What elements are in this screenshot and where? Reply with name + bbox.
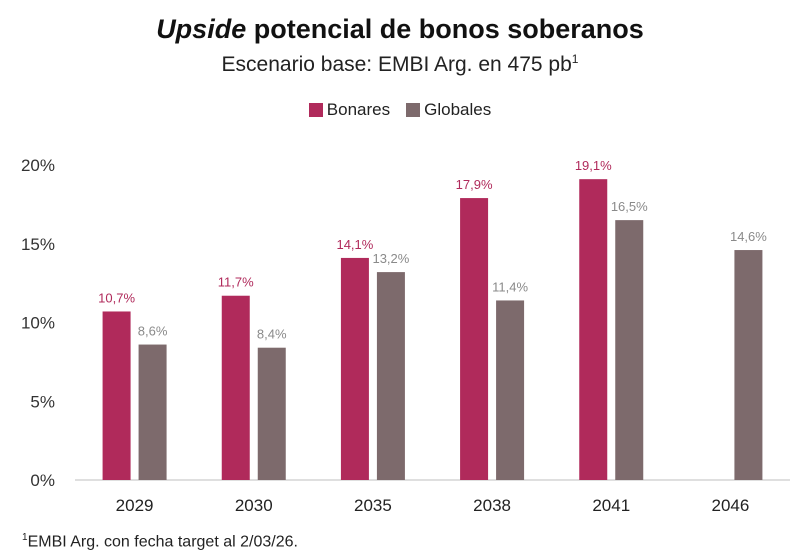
- y-tick-label: 10%: [21, 314, 55, 333]
- y-tick-label: 5%: [30, 392, 55, 411]
- y-tick-label: 15%: [21, 235, 55, 254]
- data-label-globales: 14,6%: [730, 229, 767, 244]
- x-tick-label: 2038: [473, 496, 511, 515]
- chart-title-rest: potencial de bonos soberanos: [253, 14, 644, 44]
- y-tick-label: 0%: [30, 471, 55, 490]
- legend-swatch-globales: [406, 103, 421, 117]
- bar-globales: [138, 344, 167, 480]
- footnote-marker: 1: [22, 532, 28, 543]
- chart-subtitle-text: Escenario base: EMBI Arg. en 475 pb: [221, 53, 572, 76]
- bar-bonares: [340, 257, 369, 480]
- chart-subtitle: Escenario base: EMBI Arg. en 475 pb1: [0, 52, 800, 77]
- x-tick-label: 2030: [235, 496, 273, 515]
- data-label-bonares: 19,1%: [575, 158, 612, 173]
- bar-bonares: [102, 311, 131, 480]
- data-label-bonares: 10,7%: [98, 290, 135, 305]
- legend-swatch-bonares: [308, 103, 323, 117]
- bar-globales: [496, 300, 525, 480]
- legend-item-globales: Globales: [406, 100, 491, 120]
- data-label-globales: 8,4%: [257, 327, 287, 342]
- x-tick-label: 2035: [354, 496, 392, 515]
- x-tick-label: 2029: [116, 496, 154, 515]
- data-label-bonares: 17,9%: [456, 177, 493, 192]
- data-label-bonares: 11,7%: [218, 275, 254, 290]
- x-tick-label: 2046: [712, 496, 750, 515]
- bar-globales: [376, 272, 405, 480]
- legend-item-bonares: Bonares: [308, 100, 391, 120]
- chart-title-italic: Upside: [156, 14, 247, 44]
- footnote: 1EMBI Arg. con fecha target al 2/03/26.: [22, 532, 298, 551]
- subtitle-footnote-marker: 1: [571, 52, 579, 66]
- data-label-globales: 8,6%: [138, 324, 168, 339]
- bar-globales: [734, 250, 763, 480]
- y-tick-label: 20%: [21, 156, 55, 175]
- data-label-globales: 13,2%: [372, 251, 409, 266]
- data-label-globales: 16,5%: [611, 199, 648, 214]
- bar-globales: [615, 220, 644, 480]
- data-label-globales: 11,4%: [492, 279, 528, 294]
- legend-label-globales: Globales: [424, 100, 492, 119]
- legend-label-bonares: Bonares: [326, 100, 391, 119]
- bar-bonares: [579, 179, 608, 481]
- data-label-bonares: 14,1%: [336, 237, 373, 252]
- x-tick-label: 2041: [592, 496, 630, 515]
- chart-title: Upside potencial de bonos soberanos: [0, 14, 800, 45]
- bar-bonares: [221, 295, 250, 480]
- legend: Bonares Globales: [0, 100, 800, 120]
- bar-globales: [257, 347, 286, 480]
- bar-bonares: [460, 198, 489, 480]
- footnote-text: EMBI Arg. con fecha target al 2/03/26.: [27, 533, 298, 551]
